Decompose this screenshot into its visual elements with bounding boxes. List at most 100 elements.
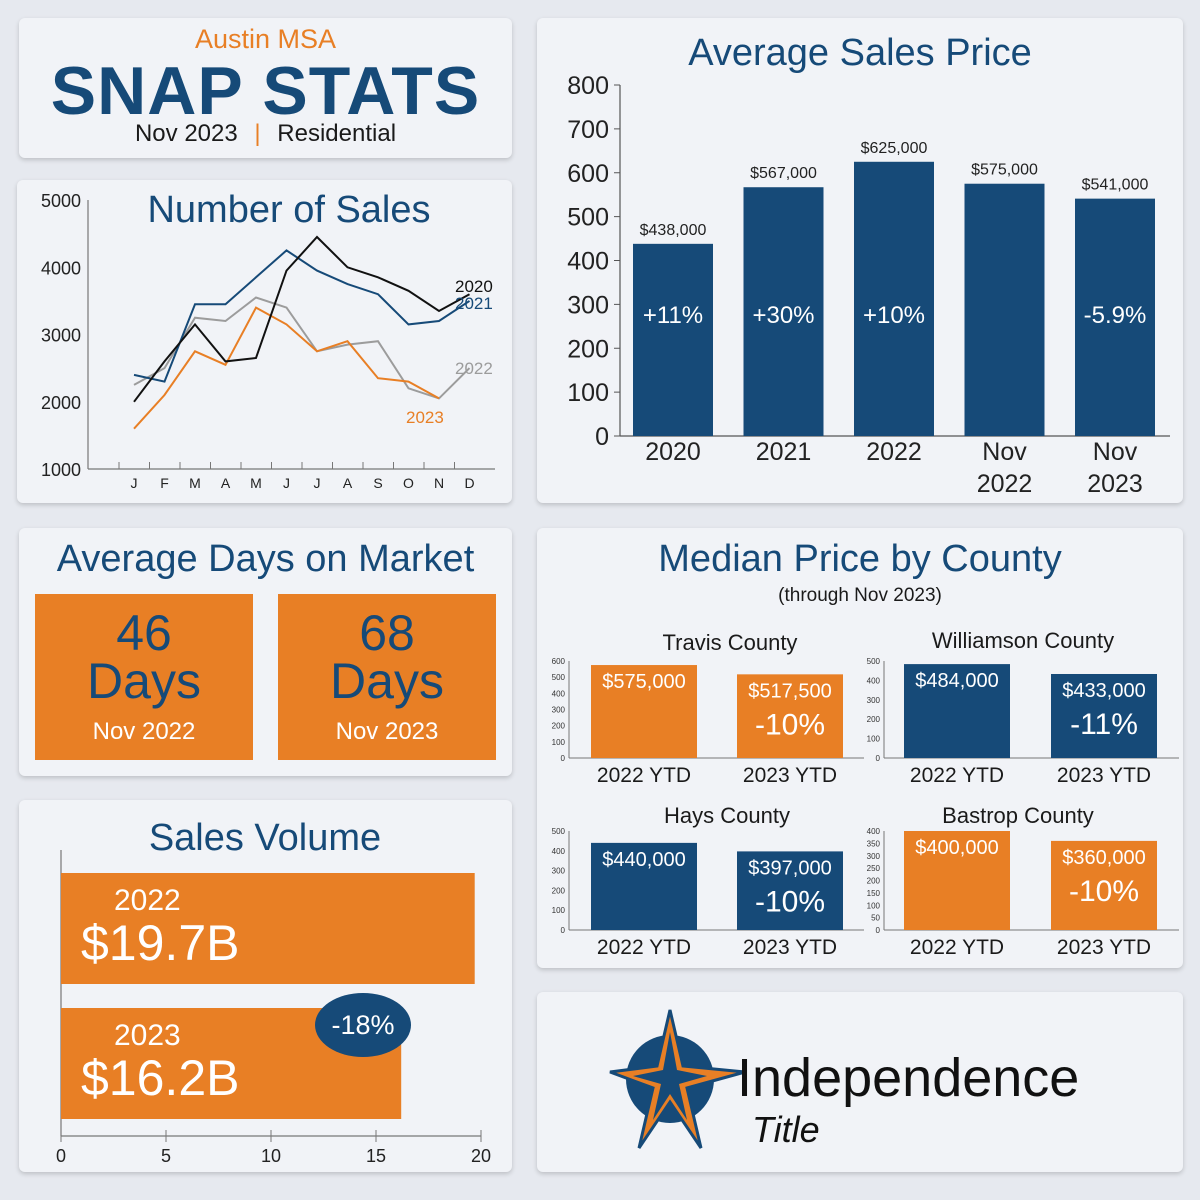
x-tick-label: 2022 YTD — [597, 936, 691, 959]
price-bar-change: +11% — [643, 302, 703, 329]
x-tick-label: 5 — [161, 1146, 171, 1166]
days-unit: Days — [87, 653, 201, 709]
x-tick-label: S — [373, 475, 382, 491]
x-tick-label: 2023 YTD — [743, 936, 837, 959]
number-of-sales-card: Number of Sales 5000 4000 3000 2000 1000 J F M… — [17, 180, 512, 503]
county-name: Hays County — [664, 803, 790, 828]
report-date: Nov 2023 — [134, 120, 238, 147]
x-tick-label: 2022 YTD — [597, 764, 691, 787]
county-bar-value: $433,000 — [1062, 680, 1145, 702]
section-title: Average Days on Market — [56, 538, 475, 580]
y-tick-label: 2000 — [41, 393, 81, 413]
chart-title: Number of Sales — [147, 189, 430, 231]
y-tick-label: 200 — [552, 722, 566, 731]
logo: Independence Title — [609, 1009, 1079, 1150]
county-bar-value: $575,000 — [602, 671, 685, 693]
county-bar-value: $397,000 — [748, 857, 831, 879]
series-label-2021: 2021 — [455, 294, 493, 313]
y-axis-ticks: 800 700 600 500 400 300 200 100 0 — [567, 72, 620, 451]
x-tick-label: Nov — [982, 438, 1027, 466]
y-tick-label: 50 — [871, 914, 880, 923]
price-bar-change: +10% — [863, 302, 925, 329]
x-tick-label: 2023 YTD — [1057, 764, 1151, 787]
region-label: Austin MSA — [194, 24, 337, 54]
x-tick-label: A — [343, 475, 353, 491]
sales-line-2023 — [133, 306, 440, 430]
y-tick-label: 100 — [552, 738, 566, 747]
volume-bar-value: $19.7B — [81, 915, 239, 971]
y-tick-label: 100 — [867, 901, 881, 910]
county-bar-value: $484,000 — [915, 670, 998, 692]
county-bar-2022 — [591, 665, 697, 758]
logo-name: Independence — [737, 1048, 1079, 1108]
volume-change-label: -18% — [331, 1010, 394, 1040]
volume-bars: 2022$19.7B 2023$16.2B — [61, 873, 475, 1119]
price-bar — [1075, 198, 1155, 436]
y-tick-label: 200 — [867, 877, 881, 886]
price-bar-value: $625,000 — [861, 140, 928, 157]
average-sales-price-card: Average Sales Price 800 700 600 500 400 300 20… — [537, 18, 1183, 503]
section-subtitle: (through Nov 2023) — [778, 585, 942, 606]
x-tick-label: F — [160, 475, 169, 491]
y-tick-label: 400 — [567, 248, 609, 276]
x-tick-label: M — [250, 475, 262, 491]
county-bar-change: -10% — [1069, 875, 1139, 908]
y-tick-label: 300 — [867, 696, 881, 705]
y-tick-label: 400 — [867, 827, 881, 836]
logo-star-icon — [609, 1009, 746, 1149]
x-tick-label: D — [464, 475, 474, 491]
y-tick-label: 3000 — [41, 326, 81, 346]
chart-title: Average Sales Price — [688, 32, 1032, 74]
price-bar — [633, 243, 713, 436]
x-tick-label: 20 — [471, 1146, 491, 1166]
chart-title: Sales Volume — [149, 817, 381, 859]
days-on-market-card: Average Days on Market 46 Days Nov 2022 … — [19, 528, 512, 776]
county-bar-value: $400,000 — [915, 837, 998, 859]
header-separator: | — [254, 120, 261, 147]
y-tick-label: 400 — [552, 689, 566, 698]
county-bar-2022 — [591, 842, 697, 930]
sales-lines — [133, 235, 471, 430]
x-tick-label: 2022 YTD — [910, 936, 1004, 959]
series-label-2022: 2022 — [455, 359, 493, 378]
y-tick-label: 100 — [867, 735, 881, 744]
volume-bar-2022 — [61, 873, 475, 984]
x-tick-label: M — [189, 475, 201, 491]
x-tick-label: J — [283, 475, 290, 491]
section-title: Median Price by County — [658, 538, 1062, 580]
x-axis-ticks: 0 5 10 15 20 — [56, 1130, 491, 1166]
volume-bar-year: 2023 — [114, 1019, 181, 1052]
days-label: Nov 2023 — [335, 718, 439, 745]
price-bar — [743, 187, 824, 436]
volume-bar-value: $16.2B — [81, 1050, 239, 1106]
x-tick-label: 2023 YTD — [1057, 936, 1151, 959]
price-bar — [854, 161, 934, 436]
y-tick-label: 300 — [867, 852, 881, 861]
y-tick-label: 0 — [876, 926, 881, 935]
y-axis-ticks: 5000 4000 3000 2000 1000 — [41, 191, 81, 480]
y-tick-label: 200 — [552, 886, 566, 895]
x-tick-label: O — [403, 475, 414, 491]
price-bar-change: -5.9% — [1084, 302, 1147, 329]
y-tick-label: 0 — [561, 754, 566, 763]
y-tick-label: 300 — [552, 706, 566, 715]
y-tick-label: 500 — [567, 204, 609, 232]
y-tick-label: 500 — [867, 657, 881, 666]
logo-card: Independence Title — [537, 992, 1183, 1172]
x-tick-label: 2022 — [866, 438, 922, 466]
price-bars: $438,000 +11% 2020 $567,000 +30% 2021 $625,000… — [633, 140, 1155, 498]
county-name: Williamson County — [932, 628, 1114, 653]
county-bar-value: $440,000 — [602, 849, 685, 871]
county-chart-2: Williamson County 500 400 300 200 100 0 $484,00… — [867, 628, 1179, 787]
days-label: Nov 2022 — [92, 718, 196, 745]
sales-volume-card: Sales Volume 0 5 10 15 20 2022 $19.7B 2023 $16.… — [19, 800, 512, 1172]
x-tick-label: 0 — [56, 1146, 66, 1166]
county-name: Bastrop County — [942, 803, 1094, 828]
x-tick-label: 2022 — [977, 470, 1033, 498]
x-tick-label: J — [314, 475, 321, 491]
y-tick-label: 5000 — [41, 191, 81, 211]
x-tick-label: 2020 — [645, 438, 701, 466]
sales-line-2020 — [133, 235, 470, 403]
series-label-2023: 2023 — [406, 408, 444, 427]
